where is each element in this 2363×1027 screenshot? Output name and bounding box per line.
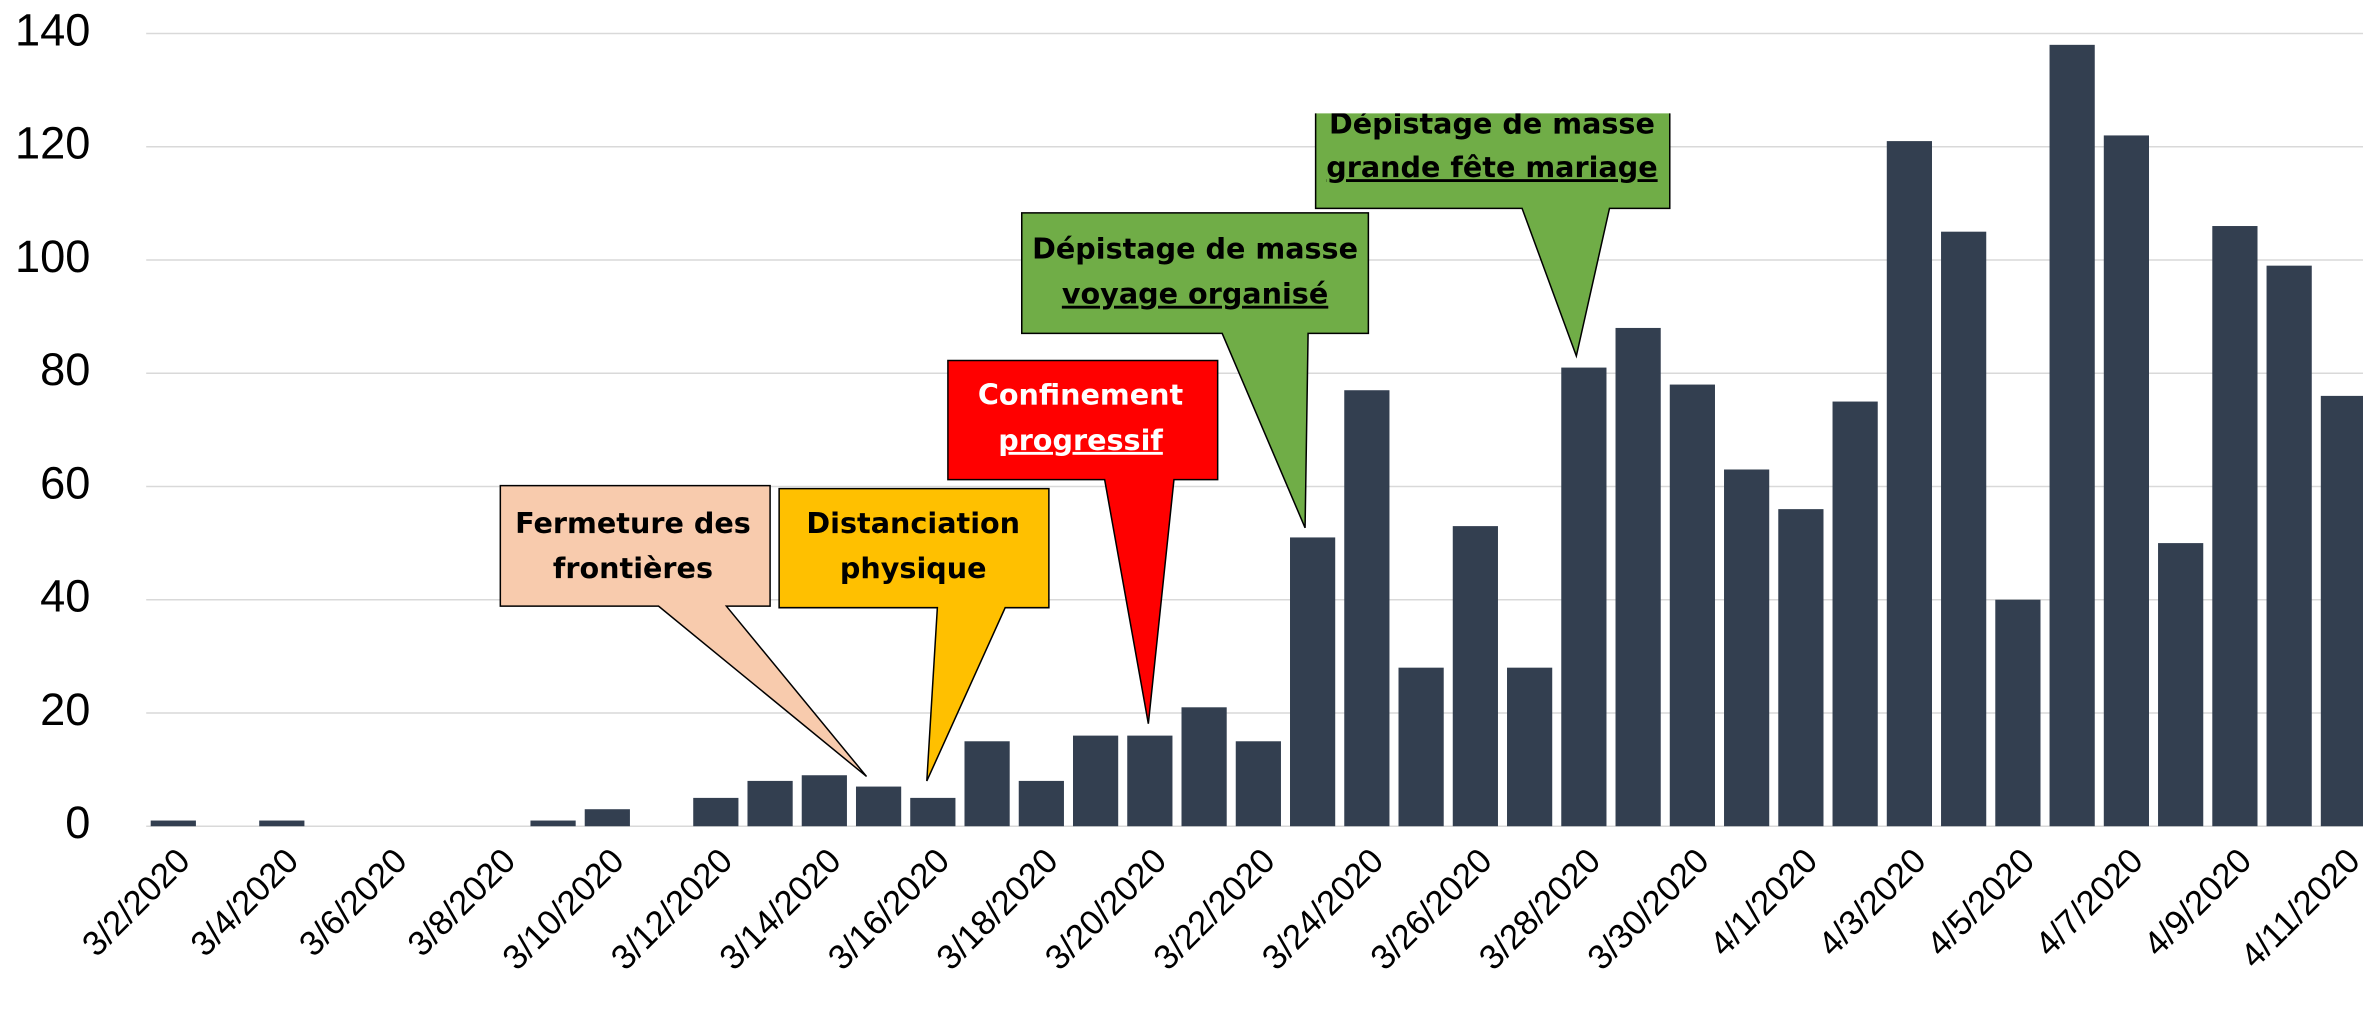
bar	[2320, 395, 2363, 827]
callout: Fermeture des frontières	[499, 484, 868, 778]
callout: Confinement progressif	[947, 359, 1219, 724]
bar	[2103, 135, 2150, 827]
y-tick-label: 80	[40, 344, 90, 395]
callout-text: voyage organisé	[1062, 277, 1328, 311]
callout-text: Distanciation	[806, 506, 1020, 540]
bar	[1778, 509, 1824, 827]
bar	[259, 820, 305, 827]
bar	[1941, 231, 1987, 827]
callout: Dépistage de masse voyage organisé	[1021, 212, 1370, 529]
y-tick-label: 100	[15, 231, 90, 282]
callout-shape	[1021, 212, 1370, 529]
bar	[1832, 401, 1878, 827]
bar	[530, 820, 576, 827]
bar	[1072, 735, 1119, 827]
callout-shape	[778, 487, 1050, 782]
x-tick-label: 4/7/2020	[2028, 842, 2150, 964]
bar	[747, 780, 793, 827]
callout-text: grande fête mariage	[1326, 150, 1657, 184]
y-tick-label: 140	[15, 4, 90, 55]
labels: 0 20 40 60 80 100 120 140 3/2/20203/4/20203/6/20…	[15, 4, 2363, 977]
bar	[1452, 526, 1498, 827]
bar	[150, 820, 196, 827]
bar	[1290, 537, 1336, 827]
bar	[1018, 780, 1064, 827]
bar	[1181, 707, 1227, 827]
callouts: Fermeture des frontières Distanciation p…	[499, 106, 1671, 782]
y-tick-label: 60	[40, 457, 90, 508]
x-tick-label: 4/3/2020	[1811, 842, 1933, 964]
callout-shape	[947, 359, 1219, 724]
bar	[1398, 667, 1444, 827]
bar	[1561, 367, 1607, 827]
y-tick-label: 0	[65, 797, 90, 848]
callout-text: progressif	[998, 423, 1163, 457]
bar	[910, 797, 956, 827]
bar	[1669, 384, 1715, 827]
x-tick-label: 3/4/2020	[184, 842, 306, 964]
bar	[964, 741, 1010, 827]
y-tick-label: 40	[40, 571, 90, 622]
x-tick-label: 3/2/2020	[75, 842, 197, 964]
bar	[2212, 226, 2258, 827]
bar	[2158, 543, 2204, 827]
bar	[1235, 741, 1281, 827]
y-tick-label: 120	[15, 118, 90, 169]
y-tick-label: 20	[40, 684, 90, 735]
callout: Distanciation physique	[778, 487, 1050, 782]
bar	[1886, 141, 1932, 827]
callout-shape	[1314, 113, 1671, 359]
bar	[855, 786, 902, 827]
callout-text: frontières	[553, 551, 713, 585]
bar	[584, 809, 630, 827]
x-tick-label: 4/1/2020	[1703, 842, 1825, 964]
bars	[150, 44, 2363, 827]
callout-text: Fermeture des	[515, 506, 751, 540]
bar	[2049, 44, 2095, 827]
bar	[2266, 265, 2312, 827]
bar	[1995, 599, 2041, 827]
bar	[1344, 390, 1390, 827]
bar	[1127, 735, 1173, 827]
x-tick-label: 3/6/2020	[292, 842, 414, 964]
callout-text: Dépistage de masse	[1329, 106, 1655, 140]
bar	[693, 797, 739, 827]
callout-shape	[499, 484, 868, 778]
callout: Dépistage de masse grande fête mariage	[1314, 106, 1671, 359]
callout-text: Dépistage de masse	[1032, 232, 1358, 266]
callout-text: Confinement	[978, 378, 1184, 412]
bar	[1724, 469, 1770, 827]
bar	[1507, 667, 1553, 827]
callout-text: physique	[840, 551, 987, 585]
x-tick-label: 4/5/2020	[1920, 842, 2042, 964]
bar	[801, 775, 847, 827]
bar	[1615, 327, 1661, 827]
